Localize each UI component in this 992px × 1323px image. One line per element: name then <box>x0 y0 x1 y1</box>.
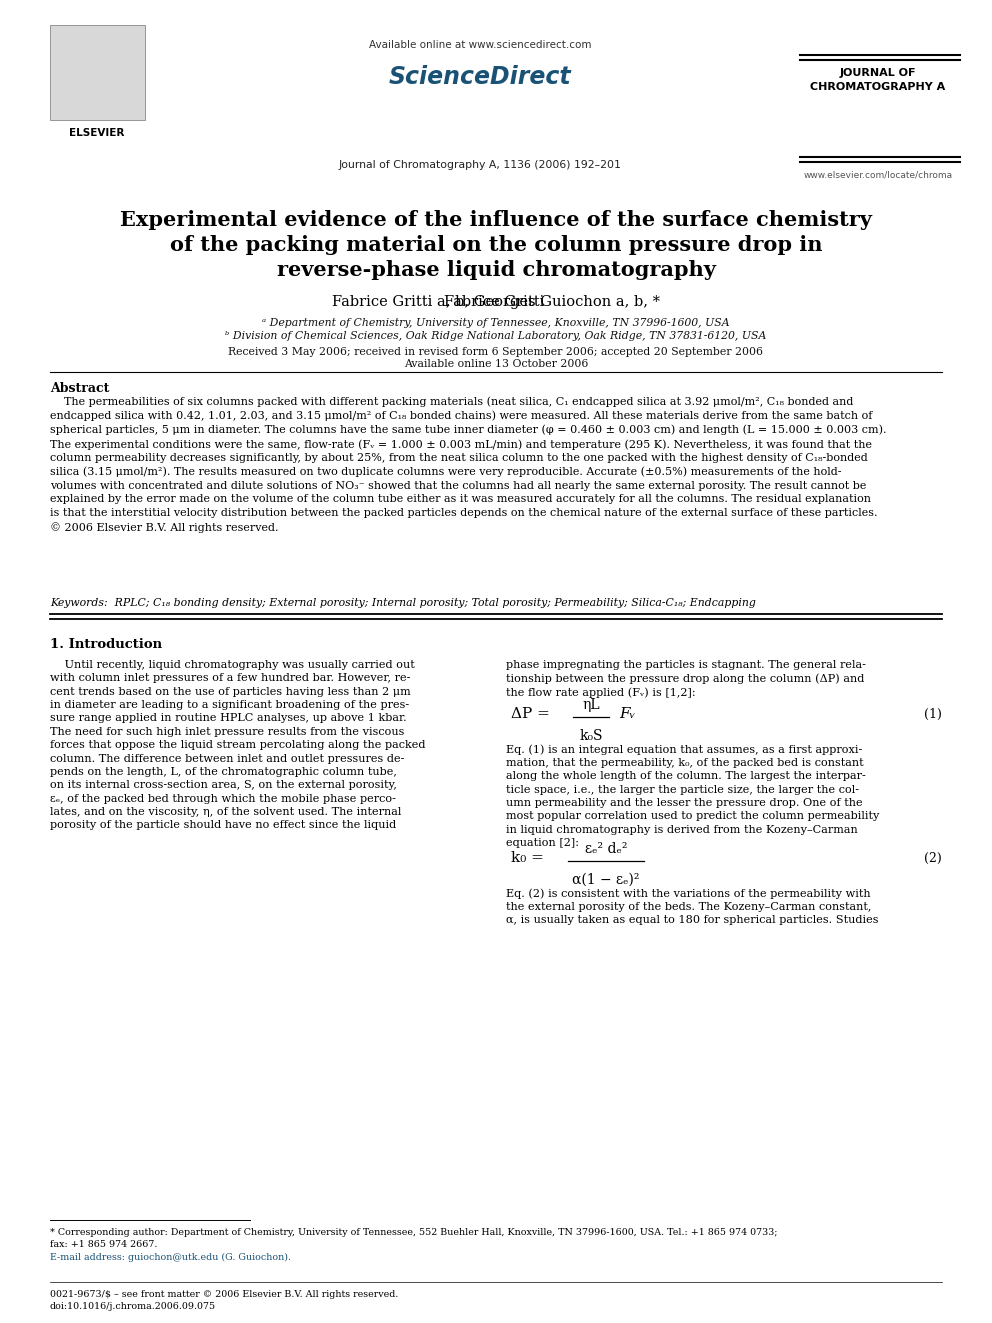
Text: phase impregnating the particles is stagnant. The general rela-
tionship between: phase impregnating the particles is stag… <box>506 660 866 699</box>
Text: reverse-phase liquid chromatography: reverse-phase liquid chromatography <box>277 261 715 280</box>
Text: Keywords:  RPLC; C₁₈ bonding density; External porosity; Internal porosity; Tota: Keywords: RPLC; C₁₈ bonding density; Ext… <box>50 598 756 609</box>
Text: k₀S: k₀S <box>579 729 603 744</box>
Text: Until recently, liquid chromatography was usually carried out
with column inlet : Until recently, liquid chromatography wa… <box>50 660 426 831</box>
Text: 0021-9673/$ – see front matter © 2006 Elsevier B.V. All rights reserved.: 0021-9673/$ – see front matter © 2006 El… <box>50 1290 399 1299</box>
Text: ᵇ Division of Chemical Sciences, Oak Ridge National Laboratory, Oak Ridge, TN 37: ᵇ Division of Chemical Sciences, Oak Rid… <box>225 331 767 341</box>
Text: Fᵥ: Fᵥ <box>619 706 635 721</box>
Text: Eq. (2) is consistent with the variations of the permeability with
the external : Eq. (2) is consistent with the variation… <box>506 888 879 925</box>
Text: JOURNAL OF: JOURNAL OF <box>840 67 917 78</box>
Text: ΔP =: ΔP = <box>511 706 550 721</box>
Text: Fabrice Gritti a, b, Georges Guiochon a, b, *: Fabrice Gritti a, b, Georges Guiochon a,… <box>332 295 660 310</box>
Text: Abstract: Abstract <box>50 382 109 396</box>
Text: Journal of Chromatography A, 1136 (2006) 192–201: Journal of Chromatography A, 1136 (2006)… <box>338 160 621 169</box>
Text: www.elsevier.com/locate/chroma: www.elsevier.com/locate/chroma <box>804 169 952 179</box>
Bar <box>50 25 145 120</box>
Text: Available online 13 October 2006: Available online 13 October 2006 <box>404 359 588 369</box>
Text: fax: +1 865 974 2667.: fax: +1 865 974 2667. <box>50 1240 158 1249</box>
Text: 1. Introduction: 1. Introduction <box>50 638 162 651</box>
Text: * Corresponding author: Department of Chemistry, University of Tennessee, 552 Bu: * Corresponding author: Department of Ch… <box>50 1228 778 1237</box>
Text: Available online at www.sciencedirect.com: Available online at www.sciencedirect.co… <box>369 40 591 50</box>
Text: (2): (2) <box>925 852 942 865</box>
Text: CHROMATOGRAPHY A: CHROMATOGRAPHY A <box>810 82 945 93</box>
Text: ᵃ Department of Chemistry, University of Tennessee, Knoxville, TN 37996-1600, US: ᵃ Department of Chemistry, University of… <box>262 318 730 328</box>
Text: k₀ =: k₀ = <box>511 851 544 865</box>
Text: α(1 − εₑ)²: α(1 − εₑ)² <box>572 873 640 886</box>
Text: (1): (1) <box>925 708 942 721</box>
Text: doi:10.1016/j.chroma.2006.09.075: doi:10.1016/j.chroma.2006.09.075 <box>50 1302 216 1311</box>
Text: E-mail address: guiochon@utk.edu (G. Guiochon).: E-mail address: guiochon@utk.edu (G. Gui… <box>50 1253 291 1262</box>
Text: Experimental evidence of the influence of the surface chemistry: Experimental evidence of the influence o… <box>120 210 872 230</box>
Text: Received 3 May 2006; received in revised form 6 September 2006; accepted 20 Sept: Received 3 May 2006; received in revised… <box>228 347 764 357</box>
Text: ηL: ηL <box>582 699 600 712</box>
Text: Fabrice Gritti: Fabrice Gritti <box>443 295 549 310</box>
Text: The permeabilities of six columns packed with different packing materials (neat : The permeabilities of six columns packed… <box>50 396 887 533</box>
Text: Eq. (1) is an integral equation that assumes, as a first approxi-
mation, that t: Eq. (1) is an integral equation that ass… <box>506 744 879 848</box>
Text: of the packing material on the column pressure drop in: of the packing material on the column pr… <box>170 235 822 255</box>
Text: ELSEVIER: ELSEVIER <box>69 128 125 138</box>
Text: ScienceDirect: ScienceDirect <box>389 65 571 89</box>
Text: εₑ² dₑ²: εₑ² dₑ² <box>584 841 627 856</box>
